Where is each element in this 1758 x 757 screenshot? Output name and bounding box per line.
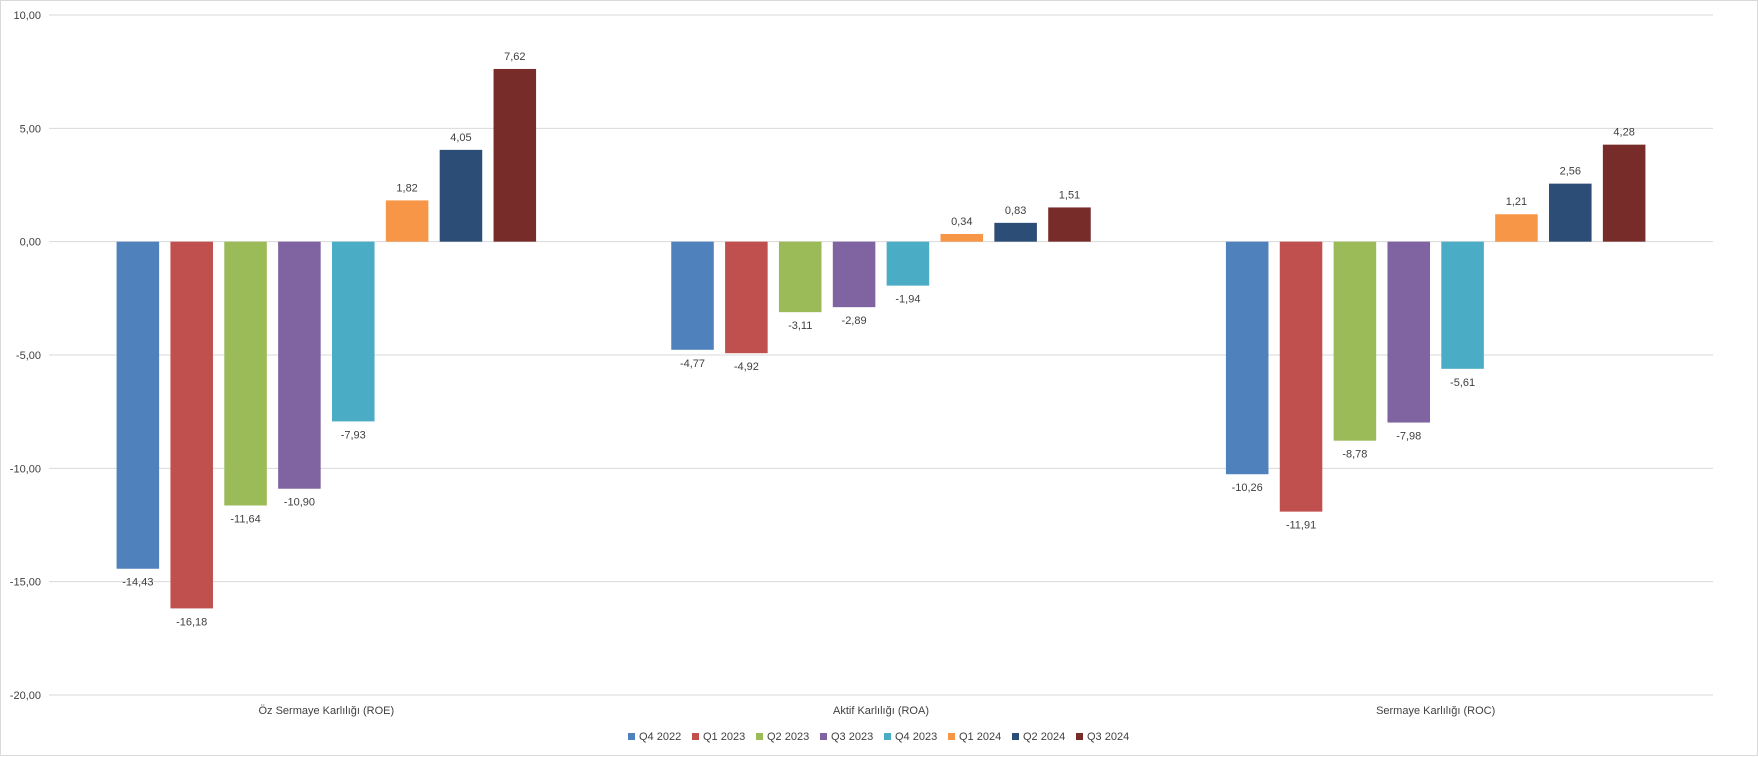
- legend-label: Q3 2024: [1087, 731, 1129, 743]
- bars: [116, 68, 1646, 609]
- y-tick-label: 0,00: [20, 237, 41, 249]
- data-label: -1,94: [895, 294, 920, 306]
- bar: [224, 241, 267, 506]
- data-label: 7,62: [504, 51, 525, 63]
- bar: [886, 241, 930, 286]
- legend-swatch: [884, 733, 891, 740]
- data-label: 1,51: [1059, 189, 1080, 201]
- bar: [832, 241, 876, 308]
- data-label: -4,77: [680, 358, 705, 370]
- category-label: Sermaye Karlılığı (ROC): [1376, 705, 1495, 717]
- y-tick-label: -10,00: [10, 463, 41, 475]
- bar: [1048, 207, 1091, 242]
- y-tick-label: -20,00: [10, 690, 41, 702]
- legend-label: Q2 2024: [1023, 731, 1065, 743]
- data-label: 2,56: [1560, 166, 1581, 178]
- legend: Q4 2022 Q1 2023 Q2 2023 Q3 2023 Q4 2023 Q1 20…: [628, 731, 1129, 743]
- bar: [671, 241, 714, 350]
- bar: [1279, 241, 1323, 512]
- y-tick-label: 5,00: [20, 123, 41, 135]
- bar: [1495, 214, 1538, 242]
- bar: [725, 241, 768, 354]
- bar: [116, 241, 160, 569]
- data-label: 1,21: [1506, 196, 1527, 208]
- legend-swatch: [948, 733, 955, 740]
- legend-item: Q2 2023: [756, 731, 809, 743]
- data-labels: -14,43 -16,18 -11,64 -10,90 -7,93 1,82 4,05 7,6…: [122, 51, 1635, 628]
- legend-swatch: [1012, 733, 1019, 740]
- data-label: 4,28: [1613, 127, 1634, 139]
- legend-item: Q4 2022: [628, 731, 681, 743]
- data-label: -11,91: [1286, 520, 1316, 532]
- data-label: -5,61: [1450, 377, 1475, 389]
- category-labels: Öz Sermaye Karlılığı (ROE) Aktif Karlılığ…: [258, 705, 1495, 717]
- bar: [940, 233, 984, 242]
- data-label: -8,78: [1342, 449, 1367, 461]
- legend-item: Q1 2023: [692, 731, 745, 743]
- legend-swatch: [756, 733, 763, 740]
- data-label: -3,11: [788, 320, 812, 332]
- legend-swatch: [820, 733, 827, 740]
- bar: [278, 241, 321, 489]
- bar: [1225, 241, 1269, 475]
- data-label: -7,98: [1396, 431, 1421, 443]
- legend-label: Q1 2023: [703, 731, 745, 743]
- data-label: -14,43: [122, 577, 153, 589]
- bar: [1387, 241, 1431, 423]
- legend-label: Q4 2022: [639, 731, 681, 743]
- legend-swatch: [1076, 733, 1083, 740]
- data-label: 0,83: [1005, 205, 1026, 217]
- data-label: -10,90: [284, 497, 315, 509]
- data-label: -7,93: [341, 429, 366, 441]
- data-label: -16,18: [176, 616, 207, 628]
- legend-label: Q4 2023: [895, 731, 937, 743]
- legend-item: Q3 2024: [1076, 731, 1129, 743]
- legend-label: Q2 2023: [767, 731, 809, 743]
- category-label: Öz Sermaye Karlılığı (ROE): [258, 705, 394, 717]
- bar: [1441, 241, 1484, 369]
- category-label: Aktif Karlılığı (ROA): [833, 705, 929, 717]
- bar: [170, 241, 213, 609]
- bar: [994, 222, 1037, 242]
- bar: [331, 241, 375, 422]
- legend-label: Q1 2024: [959, 731, 1001, 743]
- bar: [778, 241, 822, 313]
- data-label: -11,64: [230, 514, 260, 526]
- y-axis-tick-labels: 10,00 5,00 0,00 -5,00 -10,00 -15,00 -20,00: [10, 10, 41, 702]
- legend-item: Q3 2023: [820, 731, 873, 743]
- data-label: -10,26: [1232, 482, 1263, 494]
- legend-item: Q1 2024: [948, 731, 1001, 743]
- bar: [1602, 144, 1646, 242]
- data-label: -4,92: [734, 361, 759, 373]
- y-tick-label: 10,00: [13, 10, 41, 22]
- legend-item: Q2 2024: [1012, 731, 1065, 743]
- y-tick-label: -5,00: [16, 350, 41, 362]
- bar: [1333, 241, 1377, 441]
- data-label: 1,82: [396, 182, 417, 194]
- legend-swatch: [692, 733, 699, 740]
- bar: [493, 68, 537, 242]
- bar: [439, 149, 483, 242]
- data-label: -2,89: [842, 315, 867, 327]
- bar: [1549, 183, 1592, 242]
- data-label: 4,05: [450, 132, 471, 144]
- legend-item: Q4 2023: [884, 731, 937, 743]
- y-tick-label: -15,00: [10, 577, 41, 589]
- data-label: 0,34: [951, 216, 972, 228]
- legend-swatch: [628, 733, 635, 740]
- bar: [385, 200, 429, 242]
- legend-label: Q3 2023: [831, 731, 873, 743]
- gridlines: [49, 14, 1713, 696]
